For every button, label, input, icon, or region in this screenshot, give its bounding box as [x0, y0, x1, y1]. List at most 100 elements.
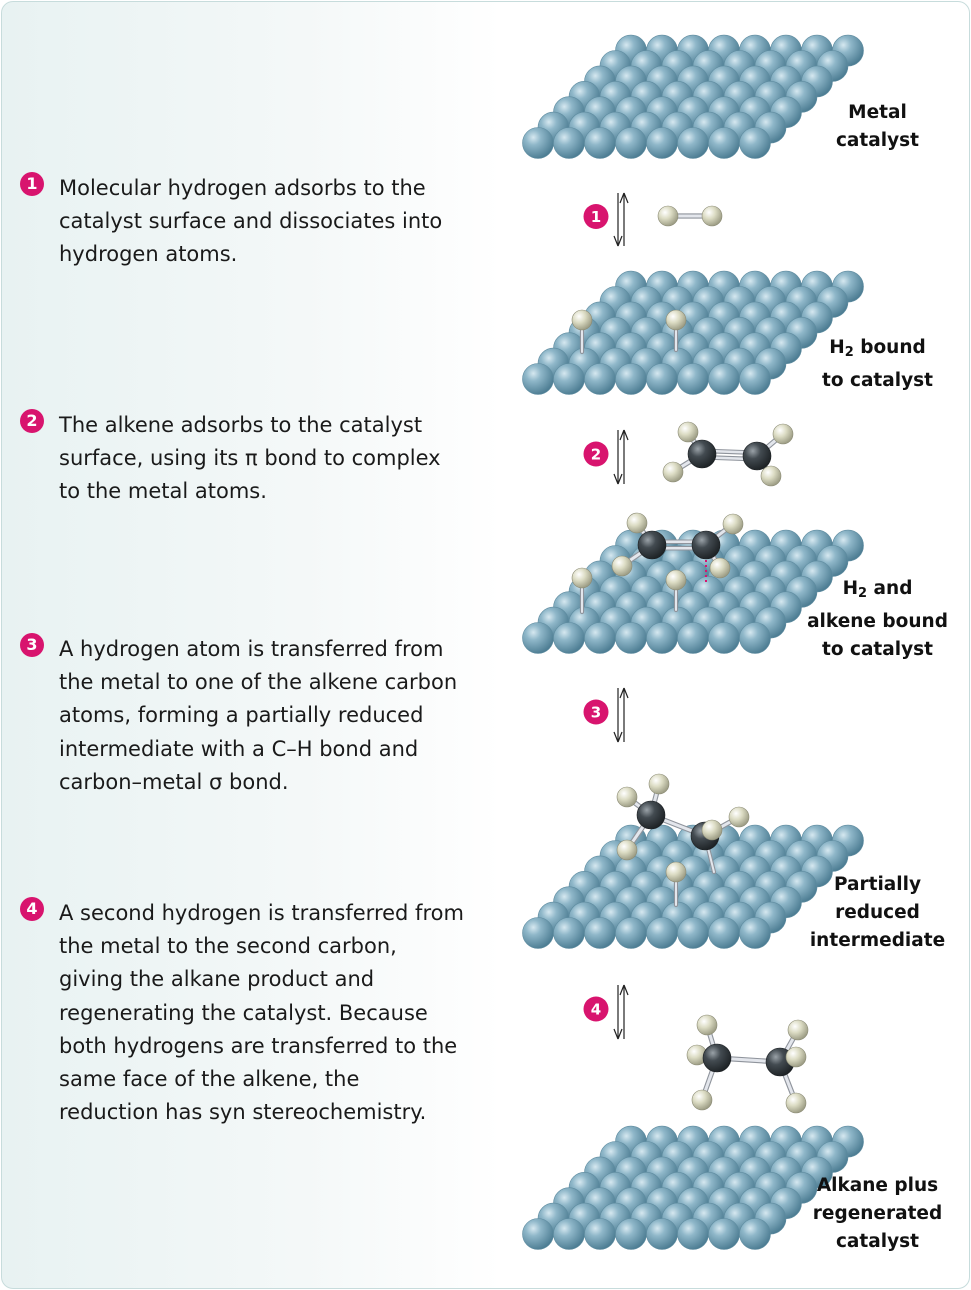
hydrogen-atom — [616, 839, 638, 861]
metal-atom — [677, 917, 709, 949]
metal-atom — [615, 363, 647, 395]
partially-reduced-intermediate — [616, 773, 750, 908]
carbon-atom — [742, 441, 772, 471]
carbon-atom — [691, 530, 721, 560]
step-1-badge: 1 — [20, 172, 44, 196]
metal-atom — [522, 363, 554, 395]
metal-atom — [615, 622, 647, 654]
hydrogen-atom — [696, 1014, 718, 1036]
label-partial-line1: Partially — [833, 874, 922, 895]
step-1-arrow-badge — [583, 204, 609, 229]
step-3-text: A hydrogen atom is transferred from the … — [59, 637, 458, 794]
metal-atom — [677, 622, 709, 654]
label-alkane-line2: regenerated — [812, 1203, 943, 1224]
equilibrium-arrow-3: 3 — [583, 687, 629, 743]
label-h2-alkene-line1: H2 and — [842, 578, 913, 601]
molecules — [571, 205, 809, 1114]
step-3-badge: 3 — [20, 633, 44, 657]
hydrogen-atom — [701, 819, 723, 841]
metal-atom — [646, 127, 678, 159]
metal-atom — [708, 127, 740, 159]
hydrogen-atom — [760, 465, 782, 487]
label-alkane-line1: Alkane plus — [816, 1175, 939, 1196]
metal-atom — [615, 917, 647, 949]
hydrogen-atom — [626, 512, 648, 534]
equilibrium-arrow-4: 4 — [583, 984, 629, 1040]
step-2-badge: 2 — [20, 409, 44, 433]
label-metal-catalyst-line1: Metal — [848, 102, 907, 123]
hydrogen-atom — [772, 423, 794, 445]
carbon-atom — [637, 530, 667, 560]
label-alkane-regenerated: Alkane plus regenerated catalyst — [800, 1172, 955, 1256]
hydrogen-atom — [785, 1046, 807, 1068]
step-2-arrow-number: 2 — [591, 446, 601, 464]
label-partial-line2: reduced — [835, 902, 920, 923]
forward-arrowhead — [613, 473, 623, 485]
forward-arrowhead — [613, 1028, 623, 1040]
hydrogen-atom — [571, 567, 593, 589]
metal-atom — [739, 1218, 771, 1250]
hydrogen-atom — [616, 786, 638, 808]
ethylene-molecule — [662, 421, 794, 487]
metal-atom — [739, 127, 771, 159]
metal-atom — [584, 1218, 616, 1250]
label-h2-alkene-bound: H2 and alkene bound to catalyst — [800, 575, 955, 664]
hydrogen-atom — [657, 205, 679, 227]
step-4-badge: 4 — [20, 897, 44, 921]
metal-atom — [646, 363, 678, 395]
metal-atom — [553, 1218, 585, 1250]
reverse-arrowhead — [619, 429, 629, 441]
metal-atom — [708, 363, 740, 395]
metal-atom — [646, 917, 678, 949]
label-h2-bound-line2: to catalyst — [821, 370, 934, 391]
forward-arrowhead — [613, 235, 623, 247]
label-metal-catalyst: Metal catalyst — [800, 99, 955, 155]
carbon-atom — [687, 439, 717, 469]
label-metal-catalyst-line2: catalyst — [835, 130, 920, 151]
metal-atom — [708, 1218, 740, 1250]
metal-atom — [522, 1218, 554, 1250]
hydrogen-atom — [785, 1092, 807, 1114]
hydrogen-atom — [677, 421, 699, 443]
catalyst-surface-h2-alkene — [522, 529, 864, 654]
metal-atom — [708, 622, 740, 654]
carbon-atom — [702, 1043, 732, 1073]
metal-atom — [646, 1218, 678, 1250]
step-4-text: A second hydrogen is transferred from th… — [59, 901, 464, 1125]
adsorbed-alkene-and-hydrogens — [571, 512, 744, 615]
equilibrium-arrows: 1 2 3 4 — [583, 192, 629, 1040]
carbon-atom — [636, 800, 666, 830]
catalyst-surfaces — [522, 34, 864, 1250]
forward-arrowhead — [613, 731, 623, 743]
hydrogen-atom — [701, 205, 723, 227]
equilibrium-arrow-1: 1 — [583, 192, 629, 247]
step-2-text: The alkene adsorbs to the catalyst surfa… — [59, 413, 441, 504]
catalyst-surface-metal — [522, 34, 864, 159]
step-1-arrow-number: 1 — [591, 208, 601, 226]
label-alkane-line3: catalyst — [835, 1231, 920, 1252]
hydrogen-atom — [648, 773, 670, 795]
catalyst-surface-h2-bound — [522, 270, 864, 395]
hydrogen-atom — [571, 309, 593, 331]
reverse-arrowhead — [619, 984, 629, 996]
step-2-arrow-badge — [583, 441, 609, 467]
step-1-text: Molecular hydrogen adsorbs to the cataly… — [59, 176, 443, 267]
metal-atom — [584, 127, 616, 159]
adsorbed-hydrogens — [571, 309, 687, 355]
metal-atom — [677, 127, 709, 159]
hydrogen-atom — [611, 555, 633, 577]
metal-atom — [553, 127, 585, 159]
label-partial-line3: intermediate — [809, 930, 946, 951]
metal-atom — [739, 917, 771, 949]
metal-atom — [739, 622, 771, 654]
ethane-molecule — [686, 1014, 809, 1114]
metal-atom — [553, 363, 585, 395]
metal-atom — [522, 127, 554, 159]
hydrogen-atom — [665, 861, 687, 883]
metal-atom — [677, 363, 709, 395]
metal-atom — [584, 917, 616, 949]
hydrogen-atom — [665, 309, 687, 331]
